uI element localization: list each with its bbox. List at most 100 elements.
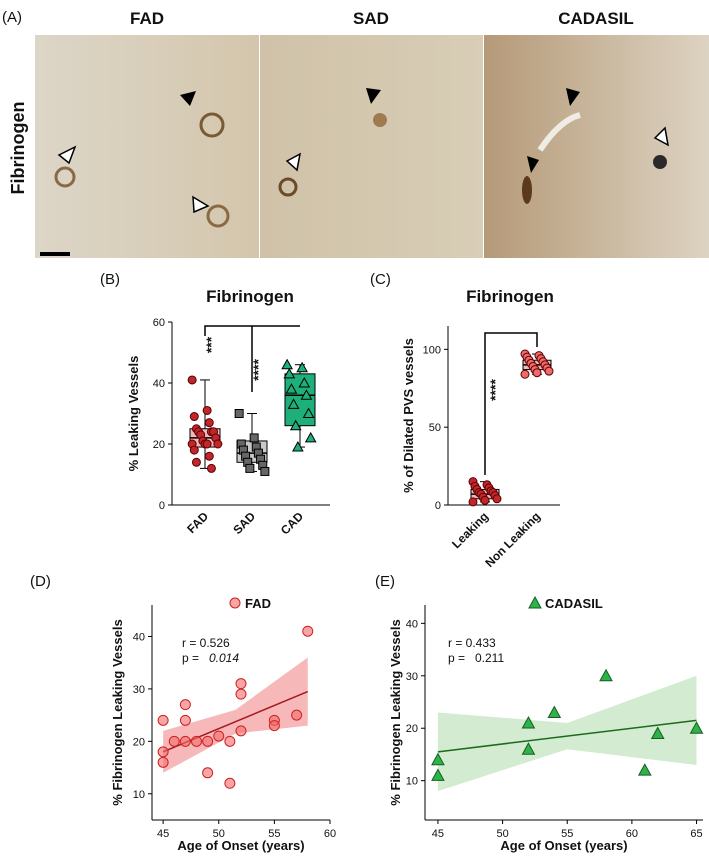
- point: [547, 705, 562, 718]
- y-tick-label: 0: [435, 500, 441, 512]
- point: [191, 457, 201, 467]
- x-tick-label: 45: [432, 828, 444, 840]
- point: [179, 735, 191, 747]
- y-tick-label: 20: [133, 736, 145, 748]
- y-tick-label: 10: [133, 789, 145, 801]
- point: [302, 625, 314, 637]
- point: [189, 445, 199, 455]
- point: [431, 752, 445, 766]
- point: [285, 383, 298, 394]
- point: [206, 463, 216, 473]
- point: [298, 376, 311, 388]
- confidence-band: [437, 675, 697, 792]
- x-tick-label: 60: [324, 828, 336, 840]
- stat-r: r = 0.433: [448, 636, 496, 650]
- x-tick-label: 55: [561, 828, 573, 840]
- point: [157, 756, 169, 768]
- point: [296, 361, 308, 373]
- stat-p-value: 0.211: [475, 651, 504, 665]
- point: [179, 714, 191, 726]
- point: [202, 735, 214, 747]
- point: [532, 368, 542, 378]
- point: [235, 688, 247, 700]
- chart-title: Fibrinogen: [466, 287, 554, 306]
- point: [187, 375, 197, 385]
- point: [204, 418, 214, 428]
- legend-marker: [229, 597, 241, 609]
- point: [281, 358, 293, 370]
- point: [599, 668, 613, 682]
- point: [234, 409, 244, 418]
- point: [544, 366, 554, 376]
- point: [637, 763, 652, 776]
- y-tick-label: 40: [133, 631, 145, 643]
- stat-p: p =: [182, 651, 199, 665]
- y-axis-label: % Leaking Vessels: [126, 356, 141, 472]
- y-tick-label: 30: [406, 671, 418, 683]
- x-tick-label: CAD: [278, 509, 307, 538]
- panel-title: CADASIL: [558, 9, 634, 28]
- point: [213, 730, 225, 742]
- point: [235, 725, 247, 737]
- panel-label: (B): [100, 271, 120, 288]
- x-tick-label: Non Leaking: [482, 509, 543, 570]
- x-axis-label: Age of Onset (years): [500, 838, 627, 853]
- point: [689, 721, 704, 734]
- point: [191, 735, 202, 747]
- point: [480, 495, 490, 505]
- point: [189, 412, 199, 422]
- x-tick-label: 45: [157, 828, 169, 840]
- micrographs: [35, 35, 709, 258]
- y-tick-label: 40: [406, 618, 418, 630]
- point: [202, 405, 212, 415]
- point: [235, 678, 247, 690]
- point: [224, 735, 236, 747]
- x-axis-label: Age of Onset (years): [177, 838, 304, 853]
- y-tick-label: 30: [133, 684, 145, 696]
- fit-line: [437, 719, 697, 753]
- y-tick-label: 20: [153, 439, 165, 451]
- x-tick-label: Leaking: [449, 509, 491, 551]
- point: [492, 494, 502, 504]
- y-axis-label: % of Dilated PVS vessels: [401, 338, 416, 493]
- stat-r: r = 0.526: [182, 636, 230, 650]
- significance-label: ****: [487, 379, 503, 401]
- legend-marker: [528, 595, 542, 609]
- legend-label: CADASIL: [545, 596, 603, 611]
- point: [268, 720, 280, 732]
- row-label: Fibrinogen: [8, 102, 28, 195]
- x-tick-label: 50: [213, 828, 225, 840]
- point: [521, 742, 536, 755]
- point: [431, 768, 445, 781]
- x-tick-label: FAD: [184, 509, 211, 536]
- significance-bracket: [204, 325, 300, 336]
- point: [204, 451, 214, 461]
- point: [650, 726, 665, 739]
- point: [260, 466, 270, 476]
- point: [302, 407, 315, 418]
- panel-title: SAD: [353, 9, 389, 28]
- point: [202, 439, 212, 449]
- y-tick-label: 50: [429, 422, 441, 434]
- point: [289, 419, 302, 431]
- significance-bracket: [484, 332, 538, 475]
- point: [179, 699, 191, 711]
- panel-title: FAD: [130, 9, 164, 28]
- legend-label: FAD: [245, 596, 271, 611]
- point: [468, 497, 478, 507]
- point: [304, 431, 317, 443]
- point: [202, 767, 214, 779]
- y-tick-label: 20: [406, 723, 418, 735]
- y-tick-label: 40: [153, 378, 165, 390]
- x-tick-label: SAD: [230, 509, 258, 537]
- y-axis-label: % Fibrinogen Leaking Vessels: [110, 619, 125, 805]
- x-tick-label: 50: [496, 828, 508, 840]
- y-tick-label: 10: [406, 776, 418, 788]
- significance-label: ****: [250, 359, 266, 381]
- stat-p-value: 0.014: [209, 651, 239, 665]
- point: [292, 441, 304, 452]
- point: [300, 389, 313, 400]
- stat-p: p =: [448, 651, 465, 665]
- x-tick-label: 60: [626, 828, 638, 840]
